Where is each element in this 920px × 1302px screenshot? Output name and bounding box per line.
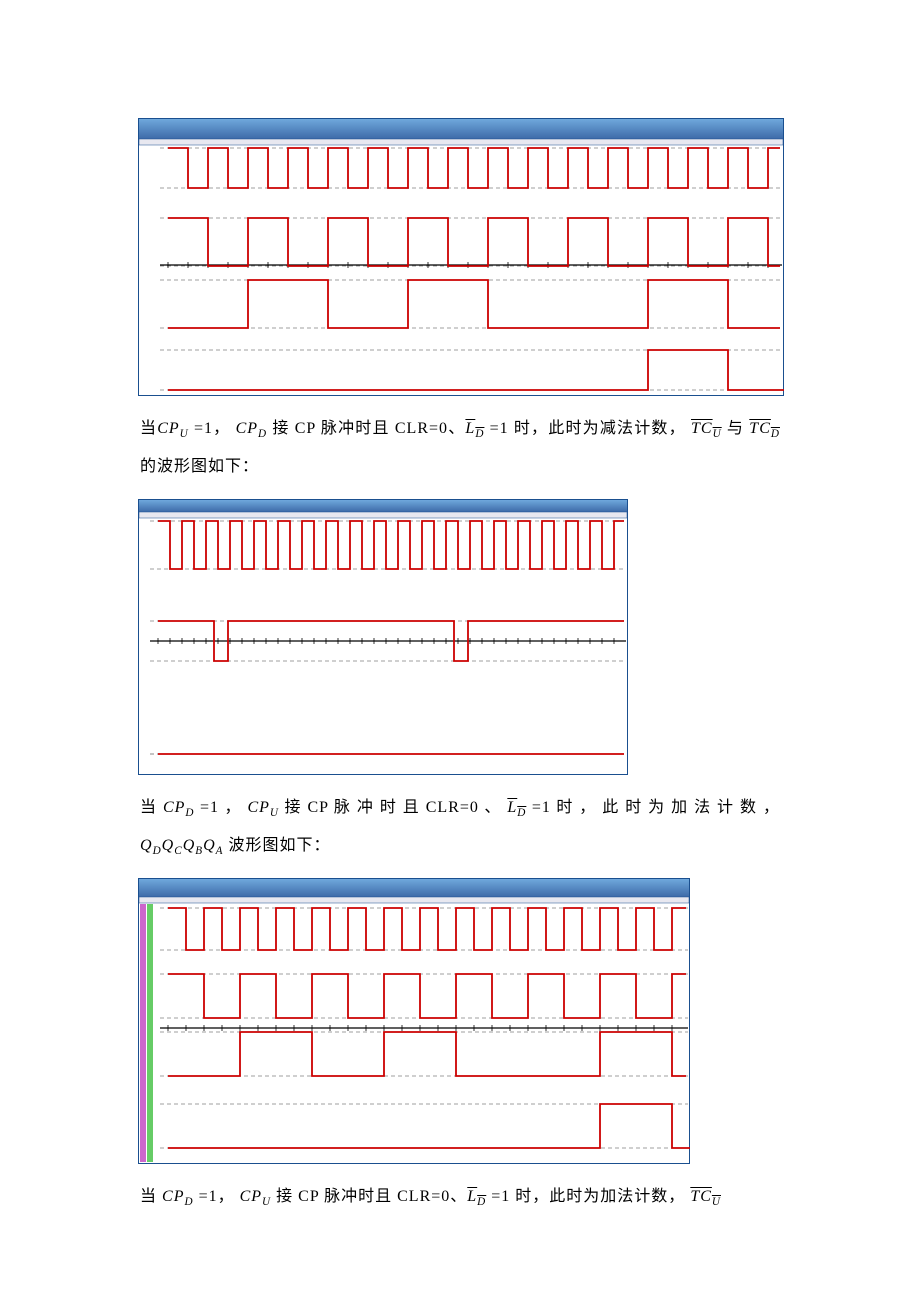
waveform-svg-1 [138, 118, 784, 396]
waveform-svg-3 [138, 878, 690, 1164]
document-page: 当CPU =1， CPD 接 CP 脉冲时且 CLR=0、LD =1 时，此时为… [0, 118, 920, 1216]
paragraph-3: 当 CPD =1， CPU 接 CP 脉冲时且 CLR=0、LD =1 时，此时… [140, 1178, 780, 1216]
waveform-panel-2 [138, 499, 920, 775]
waveform-panel-3 [138, 878, 920, 1164]
paragraph-1: 当CPU =1， CPD 接 CP 脉冲时且 CLR=0、LD =1 时，此时为… [140, 410, 780, 487]
waveform-svg-2 [138, 499, 628, 775]
paragraph-2: 当 CPD =1 ， CPU 接 CP 脉 冲 时 且 CLR=0 、 LD =… [140, 789, 780, 866]
waveform-panel-1 [138, 118, 920, 396]
